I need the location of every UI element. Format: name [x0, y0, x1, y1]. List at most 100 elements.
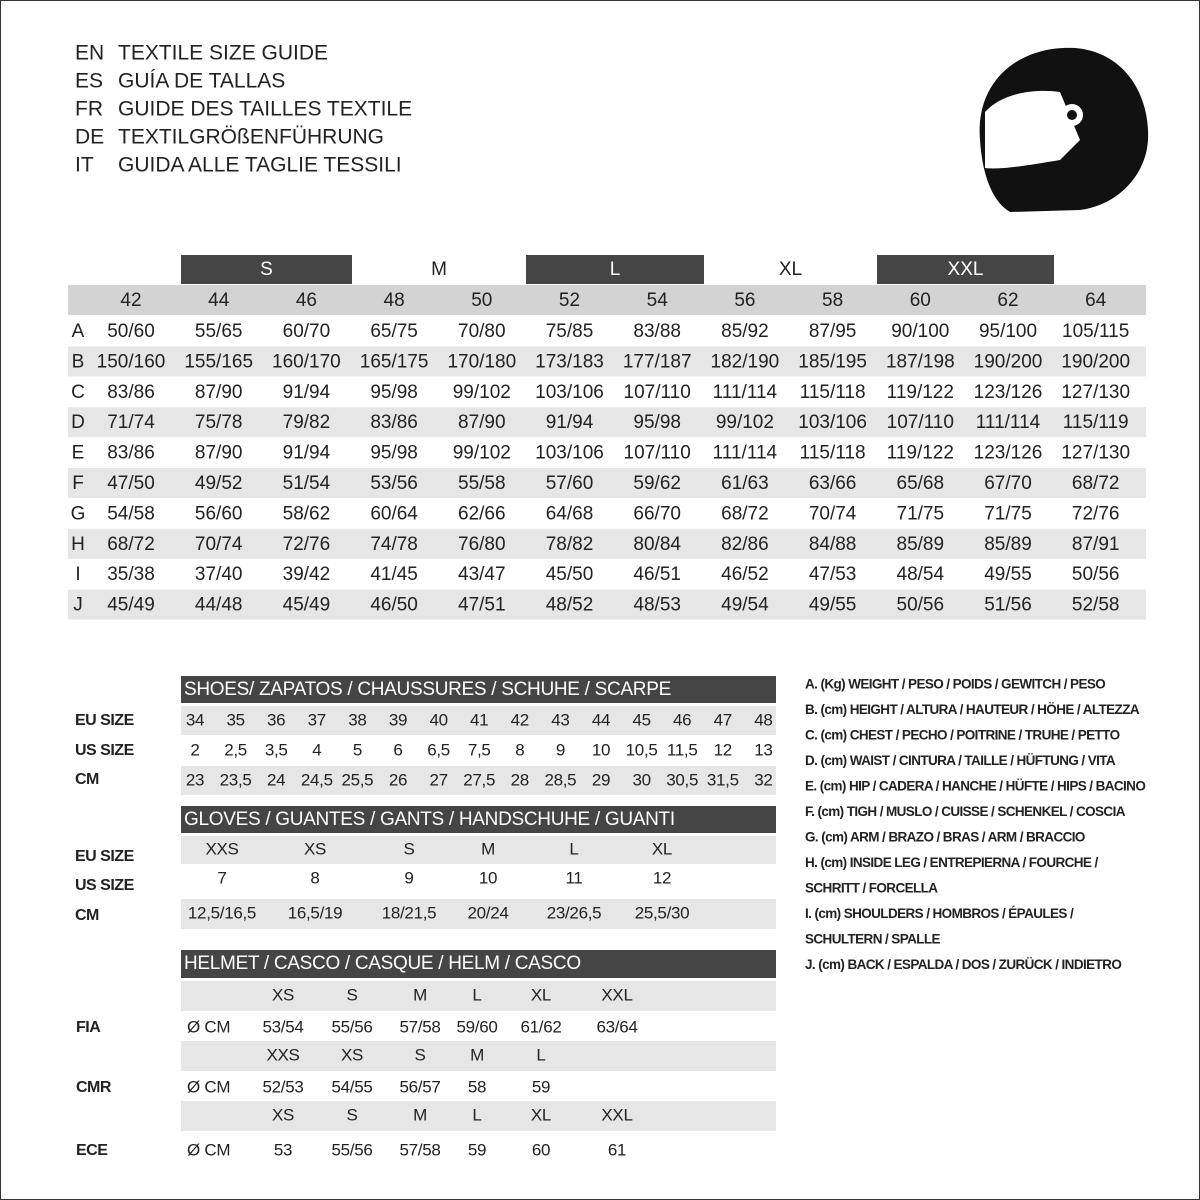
- shoe-cell: 2,5: [224, 740, 247, 759]
- size-cell: 63/66: [809, 473, 857, 494]
- row-label: EU SIZE: [75, 848, 135, 865]
- shoe-cell: 24,5: [301, 770, 333, 789]
- size-cell: 56/60: [195, 503, 243, 524]
- shoe-cell: 5: [353, 740, 362, 759]
- helmet-size: XXS: [266, 1045, 299, 1064]
- size-label: 44: [208, 290, 230, 311]
- row-letter: A: [72, 321, 85, 342]
- row-letter: I: [75, 564, 80, 585]
- size-cell: 165/175: [360, 351, 429, 372]
- helmet-size: M: [470, 1045, 484, 1064]
- helmet-standard: CMR: [76, 1079, 112, 1096]
- row-band: [181, 981, 776, 1011]
- size-cell: 47/50: [107, 473, 155, 494]
- size-cell: 62/66: [458, 503, 506, 524]
- size-cell: 115/118: [800, 443, 866, 464]
- size-cell: 173/183: [535, 351, 604, 372]
- size-cell: 115/119: [1063, 412, 1129, 433]
- size-cell: 68/72: [721, 503, 769, 524]
- size-cell: 57/60: [546, 473, 594, 494]
- shoe-cell: 45: [632, 710, 650, 729]
- size-cell: 99/102: [453, 443, 511, 464]
- size-cell: 127/130: [1061, 382, 1130, 403]
- size-cell: 95/100: [979, 321, 1037, 342]
- size-cell: 91/94: [283, 443, 331, 464]
- size-cell: 50/56: [1072, 564, 1120, 585]
- size-cell: 71/75: [897, 503, 945, 524]
- glove-cell: 10: [479, 868, 497, 887]
- size-cell: 65/75: [370, 321, 418, 342]
- size-cell: 60/64: [370, 503, 418, 524]
- size-cell: 84/88: [809, 534, 857, 555]
- size-cell: 48/53: [633, 595, 681, 616]
- row-letter: D: [71, 412, 85, 433]
- row-letter: C: [71, 382, 85, 403]
- shoe-cell: 23: [186, 770, 204, 789]
- shoe-cell: 36: [267, 710, 285, 729]
- size-cell: 49/55: [809, 595, 857, 616]
- size-cell: 48/54: [897, 564, 945, 585]
- header-title: GUIDA ALLE TAGLIE TESSILI: [118, 154, 402, 177]
- size-label: 48: [384, 290, 405, 311]
- helmet-standard: ECE: [76, 1142, 108, 1159]
- size-cell: 87/95: [809, 321, 857, 342]
- size-cell: 76/80: [458, 534, 506, 555]
- helmet-value: 53/54: [262, 1017, 303, 1036]
- helmet-value: 55/56: [331, 1140, 372, 1159]
- language-code: DE: [75, 126, 104, 149]
- shoe-cell: 25,5: [341, 770, 373, 789]
- size-group: M: [431, 259, 447, 280]
- helmet-size: S: [346, 1105, 357, 1124]
- row-label: US SIZE: [75, 877, 135, 894]
- shoe-cell: 44: [592, 710, 610, 729]
- shoe-cell: 10: [592, 740, 610, 759]
- shoe-cell: 37: [308, 710, 326, 729]
- legend-line: G. (cm) ARM / BRAZO / BRAS / ARM / BRACC…: [805, 830, 1085, 845]
- row-band: [68, 346, 1146, 377]
- size-cell: 58/62: [283, 503, 331, 524]
- shoe-cell: 48: [754, 710, 772, 729]
- row-band: [68, 468, 1146, 498]
- size-cell: 85/92: [721, 321, 769, 342]
- glove-cell: 8: [310, 868, 319, 887]
- size-group: XXL: [948, 259, 984, 280]
- legend-line: SCHULTERN / SPALLE: [805, 932, 941, 947]
- shoe-cell: 40: [429, 710, 447, 729]
- size-cell: 185/195: [798, 351, 867, 372]
- size-cell: 87/90: [458, 412, 506, 433]
- size-cell: 99/102: [453, 382, 511, 403]
- header-title: GUÍA DE TALLAS: [118, 70, 285, 93]
- size-cell: 51/56: [984, 595, 1032, 616]
- legend-line: D. (cm) WAIST / CINTURA / TAILLE / HÜFTU…: [805, 753, 1116, 768]
- helmet-value: 61/62: [520, 1017, 561, 1036]
- group-band: [877, 255, 1054, 284]
- helmet-size: L: [536, 1045, 545, 1064]
- size-cell: 87/90: [195, 443, 243, 464]
- size-cell: 46/50: [370, 595, 418, 616]
- size-cell: 115/118: [800, 382, 866, 403]
- size-cell: 123/126: [974, 443, 1043, 464]
- size-cell: 103/106: [798, 412, 867, 433]
- size-label: 54: [647, 290, 669, 311]
- helmet-value: 60: [532, 1140, 550, 1159]
- section-title-bar: [181, 950, 776, 978]
- glove-cell: 16,5/19: [288, 903, 343, 922]
- size-cell: 60/70: [283, 321, 331, 342]
- size-cell: 107/110: [624, 382, 691, 403]
- row-band: [181, 899, 776, 929]
- size-cell: 46/52: [721, 564, 769, 585]
- size-cell: 54/58: [107, 503, 155, 524]
- size-cell: 95/98: [370, 382, 418, 403]
- size-cell: 47/51: [458, 595, 506, 616]
- shoe-cell: 35: [226, 710, 244, 729]
- size-cell: 95/98: [633, 412, 681, 433]
- legend-line: A. (Kg) WEIGHT / PESO / POIDS / GEWITCH …: [805, 677, 1105, 692]
- row-band: [68, 589, 1146, 620]
- legend-line: C. (cm) CHEST / PECHO / POITRINE / TRUHE…: [805, 728, 1120, 743]
- shoe-cell: 27,5: [463, 770, 495, 789]
- glove-cell: 7: [217, 868, 226, 887]
- glove-cell: 9: [404, 868, 413, 887]
- size-cell: 91/94: [283, 382, 331, 403]
